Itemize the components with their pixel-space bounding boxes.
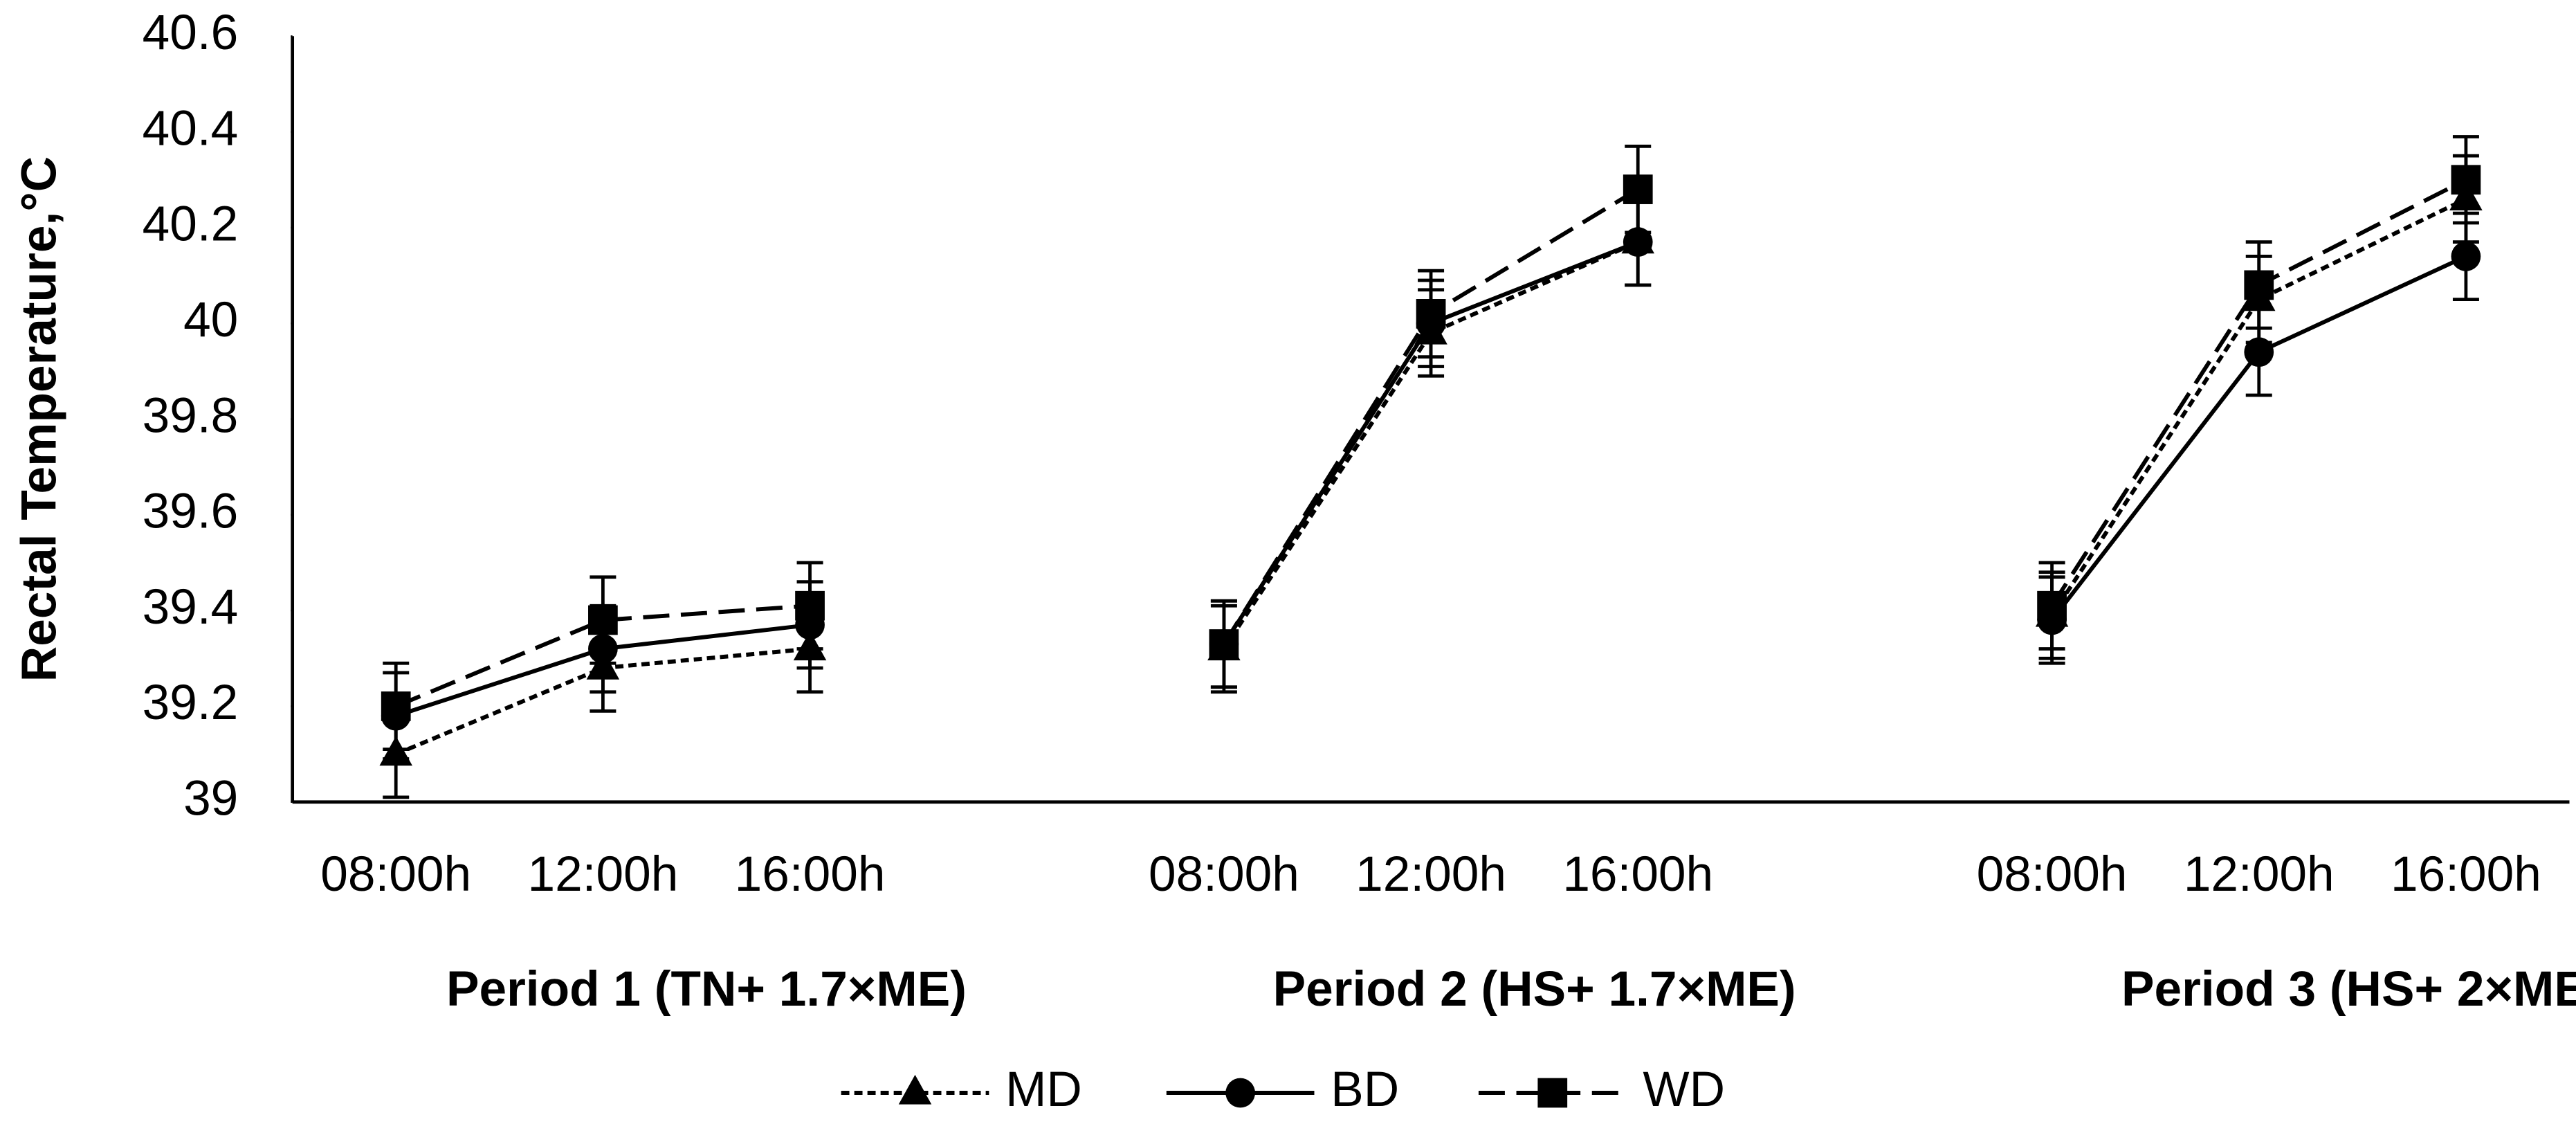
data-point [1209,629,1239,659]
data-point [1623,227,1653,257]
data-point [2037,590,2067,621]
data-point [1623,174,1653,204]
y-tick-label: 40.2 [143,197,239,252]
group-label: Period 1 (TN+ 1.7×ME) [446,962,967,1017]
y-tick-label: 39.2 [143,676,239,730]
x-tick-label: 16:00h [1562,847,1713,902]
data-point [2244,337,2274,368]
x-tick-label: 08:00h [320,847,471,902]
data-point [588,605,618,635]
legend-label: BD [1331,1062,1399,1117]
series-line [395,178,2467,709]
legend-marker [1225,1078,1256,1108]
legend-label: WD [1643,1062,1725,1117]
legend-marker [898,1074,932,1105]
x-tick-label: 12:00h [2184,847,2335,902]
data-point [1416,299,1446,329]
y-tick-label: 40.4 [143,101,239,156]
x-tick-label: 08:00h [1149,847,1299,902]
y-tick-label: 39.8 [143,388,239,443]
data-point [2451,242,2481,271]
data-point [2451,165,2481,195]
x-tick-label: 16:00h [2391,847,2541,902]
data-point [2244,270,2274,300]
y-tick-label: 40.6 [143,6,239,60]
group-label: Period 2 (HS+ 1.7×ME) [1273,962,1796,1017]
data-point [381,691,411,721]
x-tick-label: 12:00h [527,847,678,902]
x-tick-label: 16:00h [735,847,886,902]
y-axis-title: Rectal Temperature,°C [12,156,67,682]
y-tick-label: 39 [183,772,238,826]
y-tick-label: 39.6 [143,484,239,539]
data-point [795,590,825,621]
y-tick-label: 39.4 [143,580,239,635]
group-label: Period 3 (HS+ 2×ME) [2121,962,2576,1017]
x-tick-label: 08:00h [1977,847,2128,902]
x-tick-label: 12:00h [1355,847,1506,902]
legend-marker [1537,1078,1568,1108]
legend-label: MD [1005,1062,1082,1117]
y-tick-label: 40 [183,293,238,347]
